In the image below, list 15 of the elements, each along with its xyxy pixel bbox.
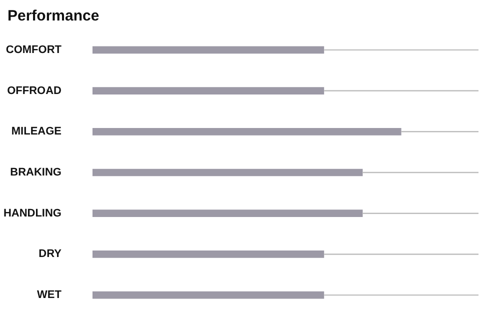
bar <box>92 128 402 136</box>
bar <box>92 210 363 218</box>
bar <box>92 250 324 258</box>
y-tick-label: BRAKING <box>10 166 62 178</box>
y-tick-label: MILEAGE <box>11 126 62 138</box>
bar <box>92 168 363 176</box>
y-tick-label: WET <box>37 289 62 302</box>
bar <box>92 46 324 54</box>
chart-title: Performance <box>8 8 100 24</box>
y-tick-label: COMFORT <box>6 44 62 56</box>
y-tick-label: OFFROAD <box>7 84 62 97</box>
y-tick-label: DRY <box>38 248 62 260</box>
bar <box>92 87 324 94</box>
bar <box>92 291 324 299</box>
y-tick-label: HANDLING <box>3 207 62 220</box>
